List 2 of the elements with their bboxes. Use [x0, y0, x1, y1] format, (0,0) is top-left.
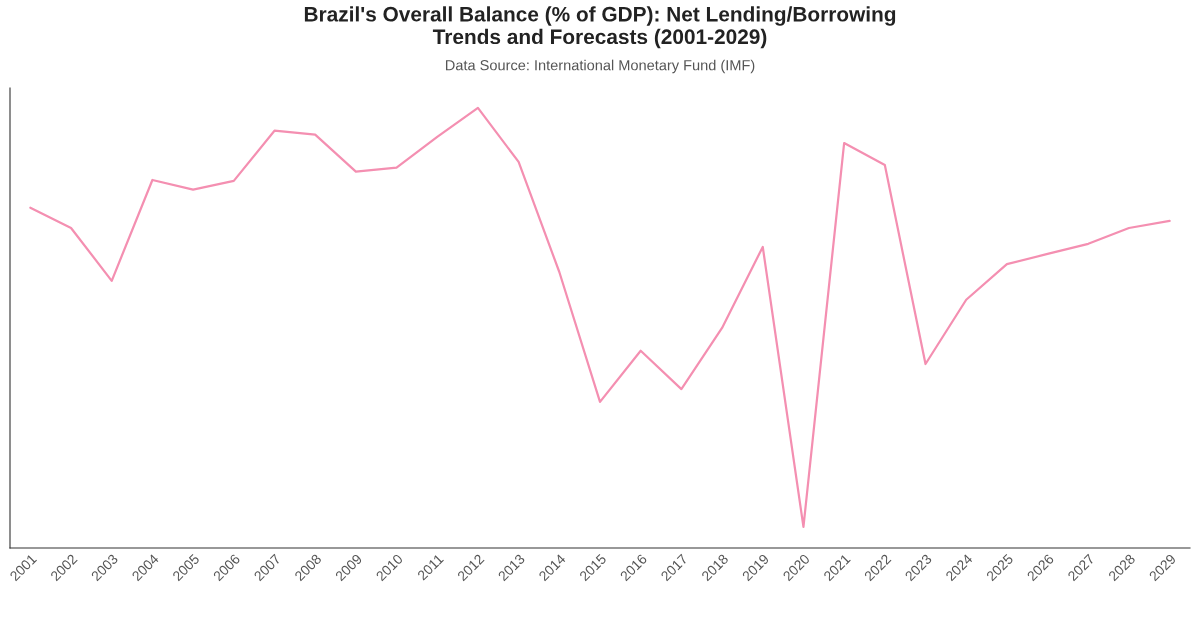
chart-subtitle: Data Source: International Monetary Fund (IMF)	[445, 59, 755, 74]
chart-title: Brazil's Overall Balance (% of GDP): Net Lending/Borrowing Trends and Forecasts (2001-2029)	[304, 6, 896, 49]
